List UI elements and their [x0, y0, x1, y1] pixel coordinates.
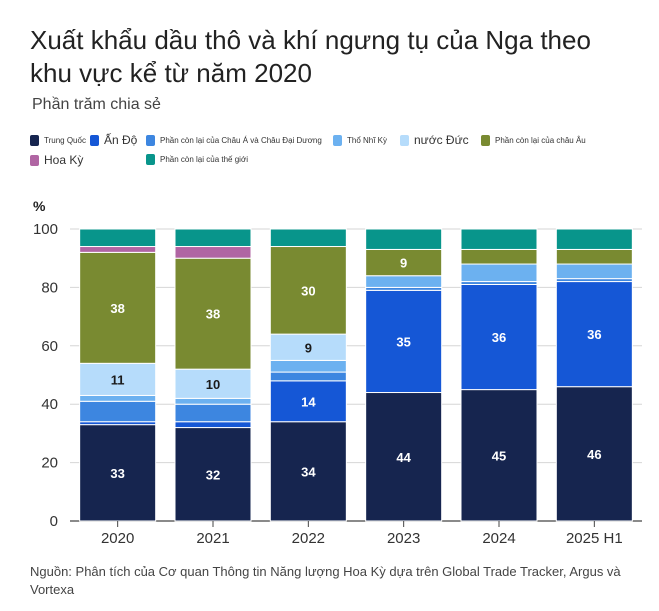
- bar-segment: [555, 263, 633, 280]
- legend-label: Ấn Độ: [104, 133, 138, 147]
- x-tick-label: 2023: [387, 530, 420, 547]
- bar-segment: [269, 333, 347, 361]
- bar-segment: [174, 368, 252, 399]
- x-tick-label: 2021: [196, 530, 229, 547]
- data-label: 11: [111, 372, 125, 387]
- bar-segment: [460, 389, 538, 522]
- legend-item: Hoa Kỳ: [30, 153, 83, 167]
- bar-segment: [174, 421, 252, 429]
- x-tick-label: 2025 H1: [566, 530, 623, 547]
- bar-segment: [79, 246, 157, 253]
- legend-item: Trung Quốc: [30, 135, 86, 146]
- bar-segment: [79, 362, 157, 396]
- data-label: 36: [492, 330, 506, 345]
- data-label: 9: [305, 340, 312, 355]
- legend-item: Phần còn lại của thế giới: [146, 154, 248, 165]
- bar-segment: [365, 289, 443, 394]
- legend-item: Ấn Độ: [90, 133, 137, 147]
- bar-segment: [460, 283, 538, 391]
- bar-segment: [555, 386, 633, 522]
- legend-swatch: [30, 135, 39, 146]
- data-label: 35: [396, 334, 410, 349]
- bar-segment: [269, 380, 347, 423]
- legend-item: Phần còn lại của Châu Á và Châu Đại Dươn…: [146, 135, 322, 146]
- data-label: 14: [301, 394, 316, 409]
- bar-segment: [174, 427, 252, 522]
- legend-label: Hoa Kỳ: [44, 153, 84, 167]
- bar-segment: [269, 371, 347, 382]
- data-label: 33: [110, 466, 124, 481]
- bar-segment: [555, 248, 633, 265]
- legend-swatch: [333, 135, 342, 146]
- legend-label: Thổ Nhĩ Kỳ: [347, 136, 388, 145]
- data-label: 30: [301, 283, 315, 298]
- bar-segment: [174, 403, 252, 423]
- y-tick-label: 80: [41, 279, 58, 296]
- legend-swatch: [90, 134, 99, 146]
- chart-title: Xuất khẩu dầu thô và khí ngưng tụ của Ng…: [30, 25, 591, 88]
- legend-item: Thổ Nhĩ Kỳ: [333, 135, 387, 146]
- legend: Trung Quốc Ấn Độ Phần còn lại của Châu Á…: [30, 132, 650, 172]
- legend-item: Phần còn lại của châu Âu: [481, 135, 586, 146]
- bar-segment: [365, 228, 443, 250]
- data-label: 36: [587, 327, 601, 342]
- bar-segment: [269, 228, 347, 248]
- y-tick-label: 100: [33, 221, 58, 238]
- data-label: 9: [400, 256, 407, 271]
- bar-segment: [79, 228, 157, 248]
- legend-label: Phần còn lại của châu Âu: [495, 136, 586, 145]
- bar-segment: [174, 257, 252, 370]
- legend-swatch: [146, 135, 155, 146]
- data-label: 38: [110, 301, 124, 316]
- legend-swatch: [146, 154, 155, 165]
- bar-segment: [365, 248, 443, 277]
- y-tick-label: 0: [50, 513, 58, 530]
- bar-segment: [174, 246, 252, 259]
- bar-segment: [555, 281, 633, 388]
- y-tick-label: 60: [41, 338, 58, 355]
- bar-segment: [269, 421, 347, 522]
- data-label: 10: [206, 377, 220, 392]
- y-tick-label: 40: [41, 396, 58, 413]
- chart-subtitle: Phần trăm chia sẻ: [32, 96, 161, 113]
- legend-label: Trung Quốc: [44, 136, 86, 145]
- data-label: 46: [587, 447, 601, 462]
- data-label: 34: [301, 464, 316, 479]
- bar-segment: [460, 248, 538, 265]
- x-tick-label: 2020: [101, 530, 134, 547]
- data-label: 38: [206, 307, 220, 322]
- bar-segment: [460, 228, 538, 250]
- y-axis-unit: %: [33, 198, 46, 214]
- legend-swatch: [30, 154, 39, 166]
- legend-item: nước Đức: [400, 133, 469, 147]
- legend-label: Phần còn lại của Châu Á và Châu Đại Dươn…: [160, 136, 322, 145]
- bar-segment: [460, 263, 538, 283]
- bar-segment: [269, 359, 347, 373]
- legend-label: nước Đức: [414, 133, 469, 147]
- y-tick-label: 20: [41, 455, 58, 472]
- data-label: 45: [492, 448, 506, 463]
- legend-swatch: [400, 134, 409, 146]
- bar-segment: [365, 275, 443, 288]
- x-tick-label: 2024: [482, 530, 515, 547]
- legend-label: Phần còn lại của thế giới: [160, 155, 248, 164]
- bar-segment: [174, 397, 252, 405]
- bar-segment: [79, 394, 157, 402]
- bar-segment: [79, 400, 157, 423]
- source-note: Nguồn: Phân tích của Cơ quan Thông tin N…: [30, 564, 621, 597]
- data-label: 32: [206, 467, 220, 482]
- data-label: 44: [396, 450, 411, 465]
- bar-segment: [555, 228, 633, 250]
- legend-swatch: [481, 135, 490, 146]
- x-tick-label: 2022: [292, 530, 325, 547]
- bar-segment: [174, 228, 252, 248]
